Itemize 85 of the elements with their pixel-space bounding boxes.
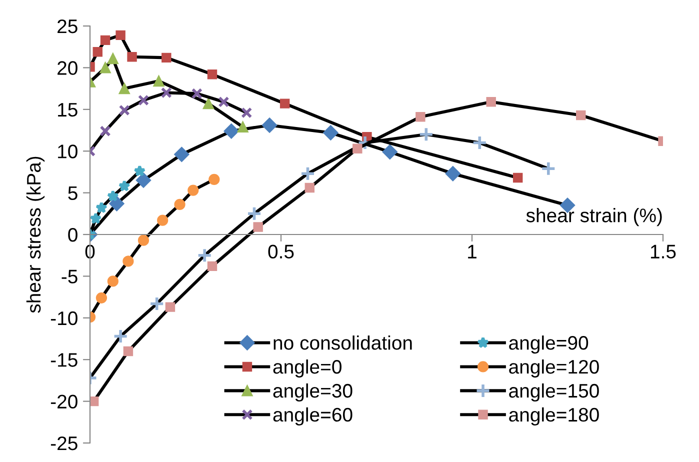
point: [304, 182, 315, 193]
point: [218, 96, 230, 108]
point: [241, 107, 252, 118]
point: [90, 396, 99, 406]
point: [138, 234, 150, 246]
point: [246, 206, 262, 222]
point: [323, 125, 338, 140]
legend-label: angle=180: [509, 407, 599, 426]
point: [540, 160, 556, 176]
point: [107, 276, 118, 287]
point: [118, 180, 130, 192]
x-tick-label: 1.5: [650, 244, 676, 259]
y-tick-label: -20: [50, 394, 78, 409]
y-tick-label: -10: [50, 311, 78, 326]
point: [472, 135, 488, 150]
point: [134, 164, 146, 176]
y-tick-label: -5: [62, 270, 78, 284]
point: [153, 75, 164, 87]
point: [90, 212, 102, 224]
point: [418, 126, 434, 142]
y-tick-label: 0: [68, 228, 78, 242]
y-tick-label: -25: [50, 436, 78, 450]
y-tick-label: 5: [68, 186, 78, 200]
x-tick-label: 0.5: [268, 244, 294, 259]
point: [196, 248, 212, 263]
y-tick-label: 25: [58, 19, 78, 34]
point: [382, 144, 398, 160]
y-tick-label: 20: [58, 61, 78, 75]
point: [96, 292, 108, 304]
point: [138, 94, 150, 106]
point: [512, 172, 523, 183]
point: [300, 166, 316, 182]
point: [160, 87, 172, 98]
y-tick-label: 15: [58, 103, 78, 117]
point: [207, 261, 218, 272]
point: [100, 35, 110, 46]
point: [486, 97, 496, 107]
point: [106, 190, 119, 202]
legend-label: angle=0: [273, 359, 342, 378]
y-tick-label: 10: [58, 144, 78, 158]
point: [352, 144, 362, 154]
point: [224, 124, 239, 139]
y-axis-title: shear stress (kPa): [26, 156, 45, 313]
y-tick-label: -15: [50, 353, 78, 367]
legend-label: angle=90: [509, 335, 588, 354]
x-tick-label: 0: [85, 244, 95, 259]
legend-label: angle=30: [273, 383, 352, 402]
point: [127, 52, 137, 62]
x-tick-label: 1: [468, 244, 476, 258]
point: [174, 198, 186, 210]
point: [162, 52, 172, 63]
point: [123, 346, 134, 356]
point: [237, 121, 248, 132]
point: [165, 302, 176, 312]
point: [95, 202, 108, 214]
point: [107, 52, 118, 64]
point: [136, 172, 152, 188]
legend-label: no consolidation: [274, 335, 412, 350]
point: [116, 30, 126, 40]
point: [112, 328, 128, 344]
point: [122, 256, 134, 267]
legend-label: angle=150: [509, 383, 599, 402]
point: [445, 166, 460, 182]
point: [109, 196, 124, 212]
point: [191, 88, 203, 100]
point: [208, 174, 220, 186]
point: [100, 62, 111, 74]
point: [157, 214, 168, 226]
point: [100, 126, 111, 137]
legend-label: angle=60: [273, 407, 352, 426]
point: [92, 46, 102, 57]
point: [188, 184, 199, 196]
point: [262, 118, 278, 133]
point: [174, 146, 190, 162]
point: [118, 104, 130, 116]
point: [149, 296, 164, 312]
point: [118, 82, 130, 94]
legend-label: angle=120: [509, 359, 599, 378]
point: [280, 98, 290, 108]
point: [576, 110, 586, 120]
point: [202, 98, 214, 110]
point: [416, 112, 426, 122]
point: [207, 70, 218, 80]
x-axis-title: shear strain (%): [526, 208, 662, 226]
point: [253, 222, 263, 232]
